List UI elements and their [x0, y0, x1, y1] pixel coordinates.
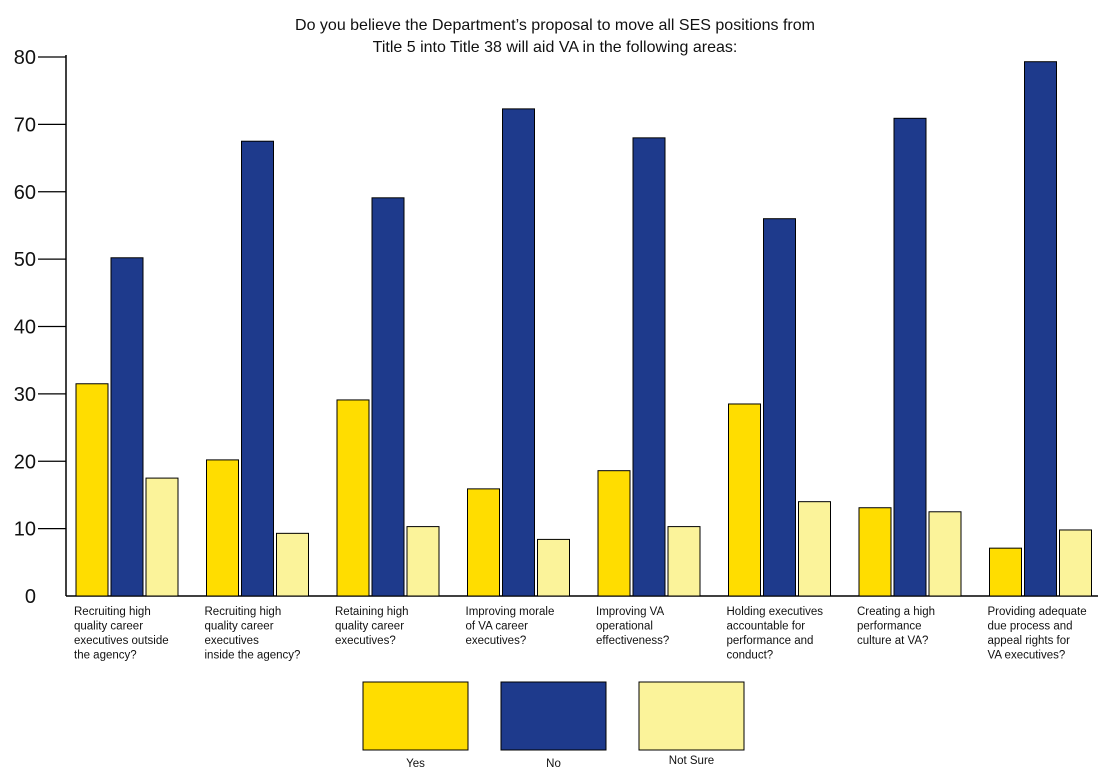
- bar-no: [763, 218, 796, 597]
- legend-swatch: [638, 681, 745, 751]
- y-tick-label: 0: [25, 586, 36, 608]
- category-label: Improving VA: [596, 606, 665, 618]
- bar-not-sure: [798, 501, 831, 597]
- category-label: performance and: [727, 635, 814, 647]
- bar-yes: [467, 488, 500, 597]
- bar-no: [241, 140, 274, 597]
- category-label: conduct?: [727, 650, 774, 662]
- bar-yes: [75, 383, 109, 597]
- category-label: executives: [205, 635, 260, 647]
- category-label: of VA career: [466, 621, 529, 633]
- y-tick-label: 60: [14, 182, 36, 204]
- category-label: Creating a high: [857, 606, 935, 618]
- bar-not-sure: [537, 538, 570, 597]
- legend: Yes No Not Sure: [362, 681, 745, 769]
- category-label: effectiveness?: [596, 635, 669, 647]
- category-label: performance: [857, 621, 922, 633]
- category-label: accountable for: [727, 621, 806, 633]
- category-label: Providing adequate: [988, 606, 1087, 618]
- legend-label: Not Sure: [669, 755, 714, 767]
- bar-yes: [728, 403, 761, 597]
- bar-yes: [597, 470, 631, 597]
- category-label: Recruiting high: [205, 606, 282, 618]
- legend-swatch: [362, 681, 469, 751]
- category-label: due process and: [988, 621, 1073, 633]
- category-label: Improving morale: [466, 606, 555, 618]
- category-label: executives?: [466, 635, 527, 647]
- bars: [75, 61, 1092, 597]
- legend-label: No: [546, 758, 561, 769]
- category-label: appeal rights for: [988, 635, 1071, 647]
- bar-not-sure: [1059, 529, 1092, 597]
- y-tick-label: 70: [14, 114, 36, 136]
- legend-swatch: [500, 681, 607, 751]
- category-label: quality career: [335, 621, 404, 633]
- category-label: the agency?: [74, 650, 137, 662]
- bar-not-sure: [667, 526, 701, 597]
- bar-no: [502, 108, 535, 597]
- y-tick-label: 20: [14, 451, 36, 473]
- y-tick-label: 30: [14, 384, 36, 406]
- bar-yes: [858, 507, 892, 597]
- chart-title-line-1: Do you believe the Department’s proposal…: [295, 17, 815, 34]
- category-label: quality career: [205, 621, 274, 633]
- category-label: culture at VA?: [857, 635, 928, 647]
- category-label: executives?: [335, 635, 396, 647]
- category-label: executives outside: [74, 635, 169, 647]
- bar-not-sure: [276, 532, 309, 597]
- category-label: quality career: [74, 621, 143, 633]
- category-label: Recruiting high: [74, 606, 151, 618]
- bar-not-sure: [406, 526, 440, 597]
- category-label: VA executives?: [988, 650, 1066, 662]
- bar-not-sure: [145, 477, 179, 597]
- category-label: operational: [596, 621, 653, 633]
- category-label: Holding executives: [727, 606, 824, 618]
- y-tick-label: 10: [14, 519, 36, 541]
- bar-no: [371, 197, 405, 597]
- bar-yes: [989, 547, 1022, 597]
- bar-not-sure: [928, 511, 962, 597]
- y-tick-label: 40: [14, 317, 36, 339]
- category-labels: Recruiting high quality career executives …: [74, 606, 1087, 662]
- category-label: Retaining high: [335, 606, 409, 618]
- bar-yes: [336, 399, 370, 597]
- y-tick-label: 80: [14, 47, 36, 69]
- bar-yes: [206, 459, 239, 597]
- bar-no: [110, 257, 144, 597]
- bar-no: [893, 117, 927, 597]
- bar-no: [1024, 61, 1057, 597]
- legend-label: Yes: [406, 758, 425, 769]
- chart-title: Do you believe the Department’s proposal…: [295, 17, 815, 56]
- category-label: inside the agency?: [205, 650, 301, 662]
- chart-title-line-2: Title 5 into Title 38 will aid VA in the…: [373, 39, 738, 56]
- y-tick-label: 50: [14, 249, 36, 271]
- bar-no: [632, 137, 666, 597]
